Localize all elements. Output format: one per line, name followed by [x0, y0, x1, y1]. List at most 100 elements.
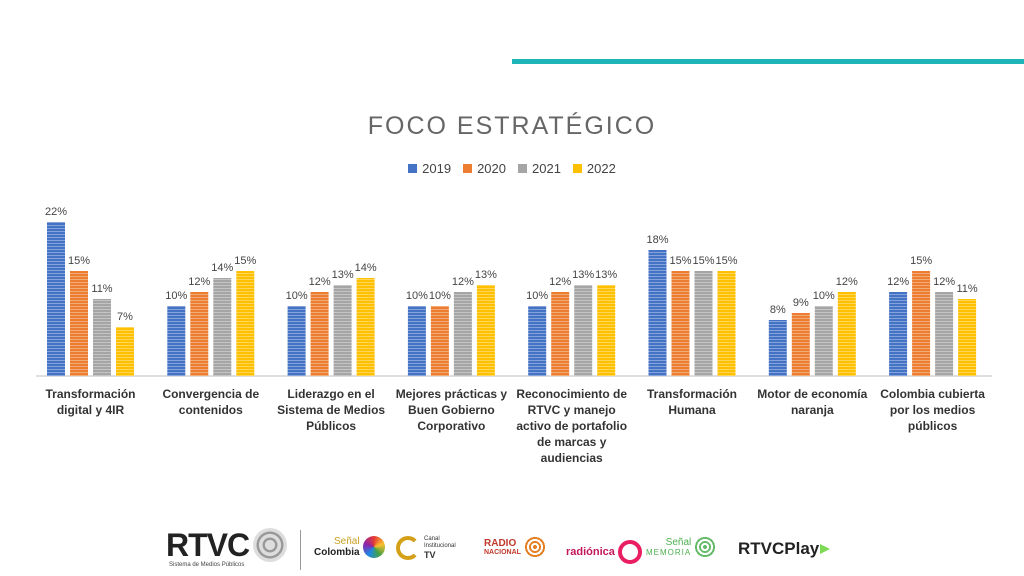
bar-2021-0 [93, 299, 111, 376]
legend: 2019 2020 2021 2022 [0, 161, 1024, 176]
data-label-2019-7: 12% [887, 276, 909, 288]
data-label-2020-1: 12% [188, 276, 210, 288]
data-label-2019-1: 10% [165, 290, 187, 302]
senal-colombia-bottom: Colombia [314, 547, 360, 558]
bar-2019-5 [648, 250, 667, 376]
bar-2022-4 [597, 285, 616, 376]
data-label-2021-7: 12% [933, 276, 955, 288]
rtvcplay-logo: RTVCPlay [738, 539, 831, 559]
bar-2022-7 [958, 299, 977, 376]
bar-2020-3 [430, 306, 449, 376]
data-label-2021-2: 13% [332, 269, 354, 281]
data-label-2021-0: 11% [91, 283, 112, 295]
data-label-2022-5: 15% [715, 255, 737, 267]
bar-2019-4 [528, 306, 547, 376]
data-label-2019-0: 22% [45, 206, 67, 218]
senal-colombia-swirl-icon [362, 536, 385, 558]
bar-2022-0 [116, 327, 134, 376]
data-label-2021-4: 13% [572, 269, 594, 281]
bar-2022-3 [476, 285, 495, 376]
canal-institucional-text: Canal Institucional [424, 536, 456, 549]
bar-2020-2 [310, 292, 329, 376]
bar-2019-3 [407, 306, 426, 376]
category-label-2: Liderazgo en el Sistema de Medios Públic… [277, 387, 386, 433]
radio-nacional-swirl-icon [523, 536, 546, 558]
bar-2022-5 [717, 271, 736, 376]
bar-2020-4 [551, 292, 570, 376]
category-label-4: Reconocimiento de RTVC y manejo activo d… [516, 387, 628, 465]
bar-2020-6 [791, 313, 810, 376]
canal-institucional-icon [396, 536, 420, 560]
legend-swatch-2020 [463, 164, 473, 173]
bar-2020-1 [190, 292, 209, 376]
legend-label-2021: 2021 [532, 161, 561, 176]
bar-2019-6 [768, 320, 787, 376]
data-label-2021-6: 10% [813, 290, 835, 302]
play-icon [820, 544, 831, 554]
data-label-2020-3: 10% [429, 290, 451, 302]
data-label-2022-4: 13% [595, 269, 617, 281]
bar-2022-2 [356, 278, 375, 376]
bar-2021-6 [814, 306, 833, 376]
rtvc-subtitle: Sistema de Medios Públicos [169, 562, 245, 568]
bar-2021-1 [213, 278, 232, 376]
bar-2022-1 [236, 271, 255, 376]
data-label-2019-2: 10% [286, 290, 308, 302]
chart-title: FOCO ESTRATÉGICO [367, 112, 657, 140]
category-label-7: Colombia cubierta por los medios público… [880, 387, 985, 433]
data-label-2022-0: 7% [117, 311, 133, 323]
accent-line [512, 59, 1024, 64]
bar-2021-5 [694, 271, 713, 376]
data-label-2020-7: 15% [910, 255, 932, 267]
canal-institucional-logo: Canal Institucional TV [396, 536, 464, 560]
rtvc-logo-text: RTVC [166, 527, 250, 563]
senal-colombia-top: Señal [333, 536, 360, 547]
legend-swatch-2022 [572, 164, 582, 173]
legend-label-2020: 2020 [477, 161, 506, 176]
data-label-2019-6: 8% [770, 304, 786, 316]
radio-nacional-logo: RADIO NACIONAL [484, 536, 546, 558]
legend-swatch-2019 [408, 164, 418, 173]
senal-memoria-bottom: MEMORIA [646, 548, 692, 557]
rtvc-swirl-icon [253, 528, 288, 562]
footer-divider [300, 530, 301, 570]
canal-tv-text: TV [424, 550, 436, 560]
data-label-2021-1: 14% [211, 262, 233, 274]
legend-swatch-2021 [518, 164, 527, 173]
data-label-2020-0: 15% [68, 255, 90, 267]
data-label-2022-7: 11% [956, 283, 977, 295]
radio-nacional-top: RADIO [484, 538, 517, 549]
senal-memoria-swirl-icon [694, 536, 717, 558]
bar-2020-5 [671, 271, 690, 376]
data-label-2022-3: 13% [475, 269, 497, 281]
category-label-1: Convergencia de contenidos [162, 387, 260, 417]
senal-memoria-logo: Señal MEMORIA [646, 536, 717, 558]
data-label-2019-4: 10% [526, 290, 548, 302]
data-label-2020-5: 15% [669, 255, 691, 267]
legend-item-2022: 2022 [572, 161, 616, 176]
legend-item-2020: 2020 [463, 161, 506, 176]
bar-2021-7 [935, 292, 954, 376]
bar-2019-2 [287, 306, 306, 376]
radionica-logo: radiónica [566, 540, 642, 564]
data-label-2019-3: 10% [406, 290, 428, 302]
senal-memoria-top: Señal [665, 537, 692, 548]
data-label-2022-6: 12% [836, 276, 858, 288]
senal-colombia-logo: Señal Colombia [314, 536, 385, 558]
bar-2020-0 [70, 271, 88, 376]
category-label-3: Mejores prácticas y Buen Gobierno Corpor… [395, 387, 508, 433]
bar-2019-7 [889, 292, 908, 376]
data-label-2021-3: 12% [452, 276, 474, 288]
legend-item-2021: 2021 [518, 161, 561, 176]
rtvcplay-text: RTVCPlay [738, 539, 820, 558]
category-label-6: Motor de economía naranja [757, 387, 868, 417]
bar-2021-4 [574, 285, 593, 376]
category-label-5: Transformación Humana [646, 387, 738, 417]
bar-2019-0 [47, 222, 65, 376]
data-label-2022-1: 15% [234, 255, 256, 267]
radionica-text: radiónica [566, 546, 615, 558]
bar-chart: 22%15%11%7%10%12%14%15%10%12%13%14%10% 10… [36, 206, 992, 377]
bar-2021-3 [453, 292, 472, 376]
bar-2022-6 [837, 292, 856, 376]
data-label-2020-6: 9% [793, 297, 809, 309]
